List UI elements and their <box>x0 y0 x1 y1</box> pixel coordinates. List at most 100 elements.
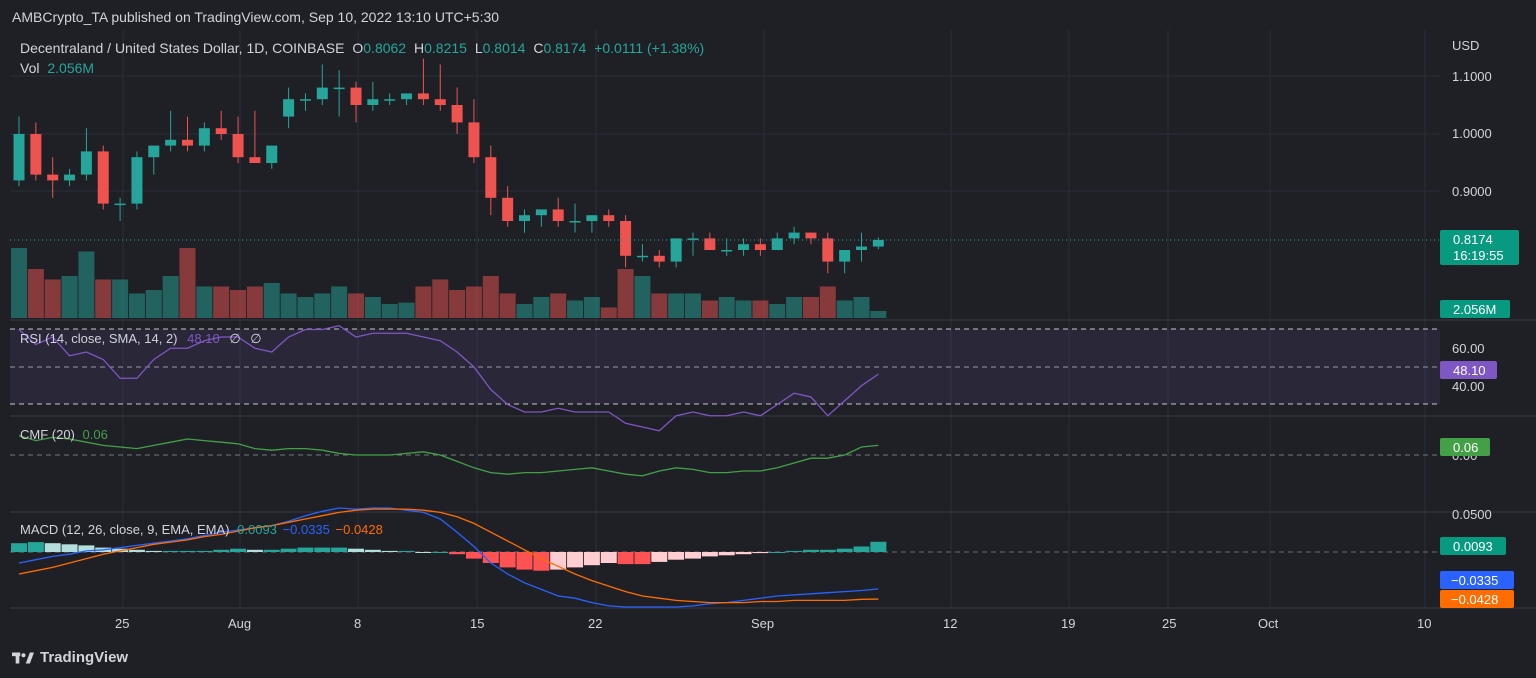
volume-bar <box>78 251 95 318</box>
volume-bar <box>735 300 752 318</box>
candle-body <box>434 99 446 105</box>
macd-histogram-bar <box>819 549 836 552</box>
macd-histogram-bar <box>230 548 247 552</box>
price-tick: 1.1000 <box>1452 69 1492 84</box>
rsi-line <box>18 325 879 432</box>
x-tick: 25 <box>115 616 129 631</box>
low-value: 0.8014 <box>482 40 526 56</box>
ohlc-legend: Decentraland / United States Dollar, 1D,… <box>20 40 708 56</box>
symbol-title[interactable]: Decentraland / United States Dollar, 1D,… <box>20 40 345 56</box>
change-value: +0.0111 (+1.38%) <box>594 40 705 56</box>
rsi-na-value: ∅ <box>250 331 262 346</box>
macd-histogram <box>11 541 887 571</box>
volume-bar <box>128 293 145 318</box>
candle-body <box>620 221 632 256</box>
macd-histogram-bar <box>27 542 44 552</box>
volume-bar <box>449 290 466 318</box>
macd-histogram-bar <box>583 552 600 566</box>
candle-body <box>350 87 362 105</box>
macd-histogram-bar <box>263 549 280 552</box>
candle-body <box>333 87 345 90</box>
candle-body <box>417 93 429 100</box>
macd-histogram-bar <box>752 552 769 554</box>
volume-bar <box>280 293 297 318</box>
macd-histogram-bar <box>348 548 364 552</box>
cmf-value-badge <box>1440 438 1490 456</box>
candle-body <box>249 157 261 163</box>
volume-bar <box>853 297 870 318</box>
candle-body <box>704 238 716 250</box>
volume-bar <box>819 286 836 318</box>
volume-bar <box>533 297 550 318</box>
macd-histogram-bar <box>11 543 27 552</box>
candle-body <box>805 232 817 239</box>
cmf-legend-value: 0.06 <box>82 427 108 442</box>
volume-bar <box>752 300 769 318</box>
volume-bar <box>162 276 179 318</box>
macd-histogram-bar <box>769 552 786 553</box>
macd-line-value: −0.0335 <box>1451 573 1498 588</box>
candle-body <box>232 134 244 158</box>
volume-bar <box>213 286 230 318</box>
volume-bar <box>44 279 61 318</box>
volume-bar <box>651 293 668 318</box>
rsi-na-value: ∅ <box>229 331 241 346</box>
cmf-line <box>18 435 879 477</box>
candle-body <box>687 238 699 240</box>
volume-bar <box>567 300 584 318</box>
volume-bar <box>482 276 499 318</box>
candle-body <box>872 239 884 247</box>
low-label: L <box>474 40 483 56</box>
cmf-label[interactable]: CMF (20) <box>20 427 75 442</box>
candle-body <box>182 139 193 146</box>
x-tick: Sep <box>751 616 774 631</box>
volume-bar <box>718 297 735 318</box>
rsi-label[interactable]: RSI (14, close, SMA, 14, 2) <box>20 331 178 346</box>
candle-body <box>13 134 25 181</box>
macd-histogram-bar <box>735 552 752 555</box>
price-tick: 1.0000 <box>1452 126 1492 141</box>
time-axis[interactable]: 25 Aug 8 15 22 Sep 12 19 25 Oct 10 <box>115 616 1431 631</box>
candle-body <box>754 244 766 250</box>
candle-body <box>97 151 109 204</box>
volume-bar <box>870 311 887 318</box>
rsi-tick: 60.00 <box>1452 341 1485 356</box>
macd-histogram-bar <box>78 545 95 552</box>
tradingview-footer[interactable]: TradingView <box>12 649 128 666</box>
macd-hist-value: 0.0093 <box>1453 539 1493 554</box>
volume-bar <box>314 293 331 318</box>
macd-label[interactable]: MACD (12, 26, close, 9, EMA, EMA) <box>20 522 230 537</box>
volume-bar <box>465 286 482 318</box>
macd-histogram-bar <box>246 549 263 552</box>
candle-body <box>299 99 311 101</box>
candle-body <box>653 255 665 262</box>
volume-bar <box>432 279 449 318</box>
macd-hist-badge <box>1440 537 1506 555</box>
volume-bar <box>27 269 44 318</box>
x-tick: 25 <box>1162 616 1176 631</box>
macd-histogram-bar <box>634 552 651 565</box>
open-label: O <box>352 40 364 56</box>
macd-histogram-bar <box>550 552 567 570</box>
volume-label[interactable]: Vol <box>20 60 40 76</box>
macd-histogram-bar <box>213 549 230 552</box>
macd-histogram-bar <box>415 552 432 553</box>
candle-body <box>384 99 396 101</box>
publisher-info: AMBCrypto_TA published on TradingView.co… <box>12 9 500 25</box>
x-tick: 8 <box>354 616 361 631</box>
candle-body <box>47 174 59 181</box>
volume-bar <box>364 297 381 318</box>
open-value: 0.8062 <box>363 40 407 56</box>
macd-histogram-bar <box>499 552 516 568</box>
rsi-legend-value: 48.10 <box>187 331 220 346</box>
candle-body <box>721 250 733 252</box>
currency-label: USD <box>1452 38 1479 53</box>
candle-body <box>283 99 295 117</box>
candle-body <box>788 232 800 239</box>
volume-bar <box>802 297 819 318</box>
macd-histogram-bar <box>145 550 162 552</box>
rsi-value: 48.10 <box>1453 363 1486 378</box>
volume-bar <box>415 286 432 318</box>
volume-bar <box>263 283 280 318</box>
